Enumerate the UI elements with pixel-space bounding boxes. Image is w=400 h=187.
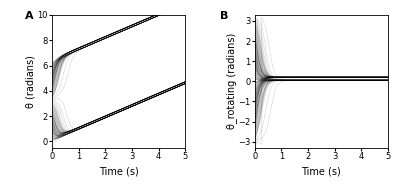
Text: A: A bbox=[25, 11, 34, 21]
Y-axis label: θ (radians): θ (radians) bbox=[26, 55, 36, 108]
X-axis label: Time (s): Time (s) bbox=[302, 166, 341, 177]
Text: B: B bbox=[220, 11, 228, 21]
X-axis label: Time (s): Time (s) bbox=[99, 166, 138, 177]
Y-axis label: θ_rotating (radians): θ_rotating (radians) bbox=[226, 33, 237, 129]
